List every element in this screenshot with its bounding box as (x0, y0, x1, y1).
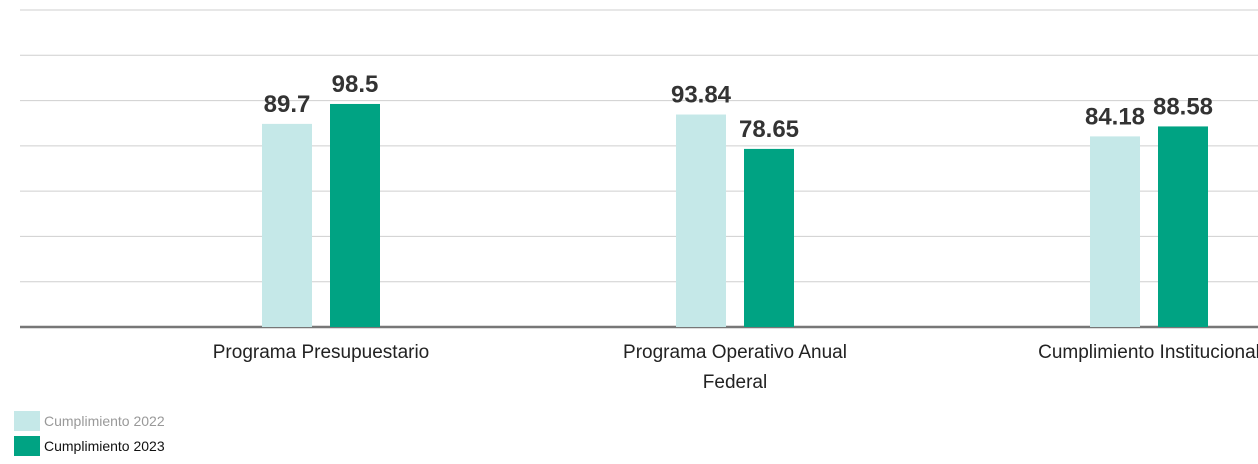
bar (676, 114, 726, 327)
legend-label: Cumplimiento 2023 (44, 438, 165, 454)
legend-swatch (14, 436, 40, 456)
data-label: 93.84 (671, 82, 732, 109)
data-label: 98.5 (332, 71, 379, 98)
data-label: 89.7 (264, 91, 311, 118)
x-tick-label: Programa Presupuestario (212, 342, 430, 363)
bar (330, 103, 380, 327)
bar (262, 123, 312, 327)
legend-item: Cumplimiento 2022 (14, 411, 165, 431)
bar (1158, 126, 1208, 328)
legend-item: Cumplimiento 2023 (14, 436, 165, 456)
legend-swatch (14, 411, 40, 431)
x-tick-label: Cumplimiento Institucional (1038, 342, 1258, 363)
data-label: 84.18 (1085, 103, 1145, 130)
legend-label: Cumplimiento 2022 (44, 413, 165, 429)
data-label: 78.65 (739, 116, 799, 143)
bar (1090, 136, 1140, 327)
bar (744, 148, 794, 327)
data-label: 88.58 (1153, 93, 1213, 120)
x-tick-label: Programa Operativo Anual Federal (623, 342, 847, 393)
